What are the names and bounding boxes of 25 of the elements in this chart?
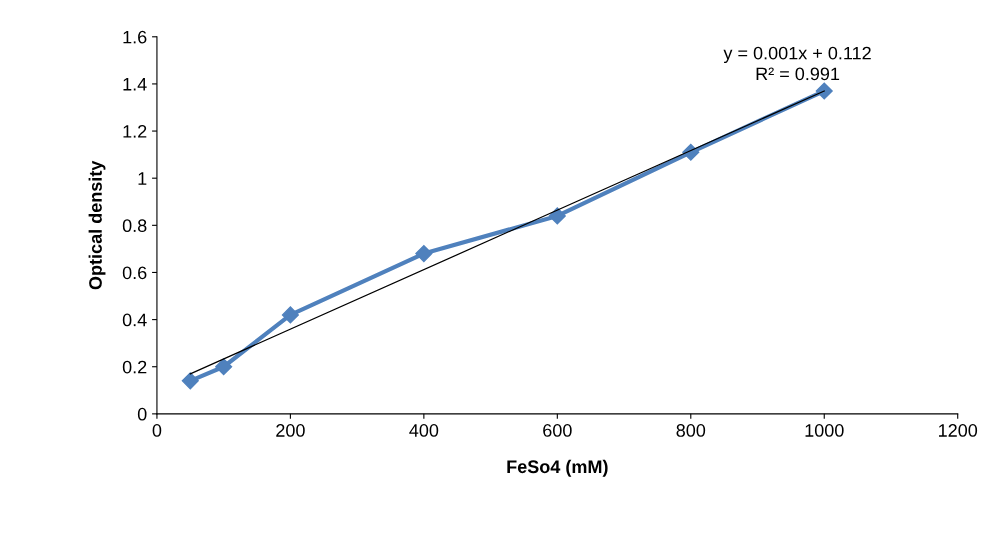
x-tick-label: 200 bbox=[276, 424, 305, 437]
y-tick-label: 1.2 bbox=[123, 124, 147, 138]
x-tick-label: 800 bbox=[676, 424, 706, 437]
point bbox=[815, 82, 833, 100]
point bbox=[415, 245, 433, 263]
point bbox=[181, 372, 199, 390]
point bbox=[281, 306, 299, 324]
x-axis-title: FeSo4 (mM) bbox=[507, 459, 608, 477]
y-tick-label: 1.6 bbox=[123, 30, 147, 44]
y-tick-label: 0.8 bbox=[122, 219, 147, 233]
y-tick-label: 1 bbox=[138, 172, 147, 185]
y-tick-label: 1.4 bbox=[123, 78, 147, 91]
annotation: y = 0.001x + 0.112 R² = 0.991 bbox=[723, 46, 871, 81]
y-tick-label: 0 bbox=[137, 407, 147, 421]
x-tick-label: 600 bbox=[543, 424, 572, 437]
x-tick-label: 0 bbox=[152, 424, 162, 437]
y-axis-title: Optical density bbox=[88, 160, 106, 290]
point bbox=[215, 358, 233, 376]
x-tick-label: 1000 bbox=[805, 424, 844, 437]
x-tick-label: 1200 bbox=[939, 424, 978, 437]
y-tick-label: 0.2 bbox=[122, 360, 147, 374]
x-tick-label: 400 bbox=[409, 424, 439, 437]
y-tick-label: 0.6 bbox=[122, 266, 147, 280]
point bbox=[548, 207, 566, 225]
y-tick-label: 0.4 bbox=[122, 313, 147, 327]
